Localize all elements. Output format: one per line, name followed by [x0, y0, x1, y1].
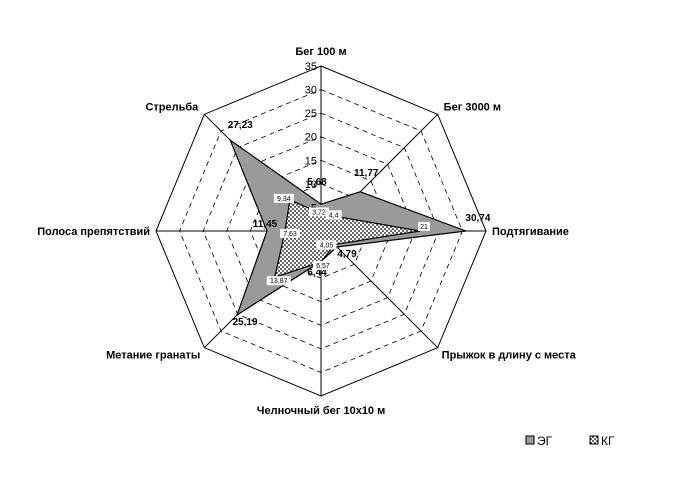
legend-label: ЭГ	[537, 434, 553, 448]
legend-label: КГ	[601, 434, 615, 448]
radar-series	[228, 138, 467, 317]
eg-data-label: 30,74	[465, 213, 490, 224]
kg-data-label: 6,57	[316, 263, 330, 270]
kg-label-box	[418, 222, 430, 231]
eg-data-label: 11,77	[354, 168, 379, 179]
legend-swatch	[525, 435, 535, 445]
kg-label-box	[325, 210, 342, 220]
eg-data-label: 4,79	[337, 249, 357, 260]
category-label: Прыжок в длину с места	[442, 350, 577, 362]
tick-label: 25	[305, 108, 317, 120]
tick-label: 10	[305, 179, 317, 191]
kg-label-box	[273, 193, 294, 203]
tick-label: 35	[305, 61, 317, 73]
kg-data-label: 21	[420, 224, 428, 231]
eg-data-label: 27,23	[228, 120, 253, 131]
eg-data-label: 6,44	[307, 267, 327, 278]
kg-label-box	[313, 260, 333, 270]
tick-label: 30	[305, 85, 317, 97]
category-label: Полоса препятствий	[37, 226, 150, 238]
kg-data-label: 13,87	[270, 278, 288, 285]
category-label: Бег 100 м	[295, 46, 346, 58]
eg-data-label: 5,68	[307, 177, 327, 188]
category-label: Стрельба	[145, 101, 199, 113]
kg-data-label: 7,63	[283, 231, 297, 238]
category-label: Челночный бег 10х10 м	[257, 405, 386, 417]
category-label: Бег 3000 м	[444, 101, 501, 113]
kg-data-label: 4,4	[329, 212, 339, 219]
tick-label: 20	[305, 132, 317, 144]
kg-label-box	[280, 229, 301, 238]
eg-data-label: 25,19	[233, 317, 258, 328]
kg-label-box	[316, 240, 337, 250]
category-label: Подтягивание	[492, 226, 569, 238]
kg-data-label: 9,34	[277, 196, 291, 203]
axis-spoke	[320, 230, 439, 349]
eg-data-label: 11,45	[253, 219, 278, 230]
kg-label-box	[309, 207, 329, 217]
legend: ЭГ КГ	[525, 434, 615, 448]
legend-swatch	[589, 435, 599, 445]
tick-label: 15	[305, 155, 317, 167]
kg-label-box	[266, 276, 291, 286]
kg-data-label: 4,05	[320, 243, 334, 250]
category-label: Метание гранаты	[106, 350, 200, 362]
kg-data-label: 3,72	[312, 209, 326, 216]
